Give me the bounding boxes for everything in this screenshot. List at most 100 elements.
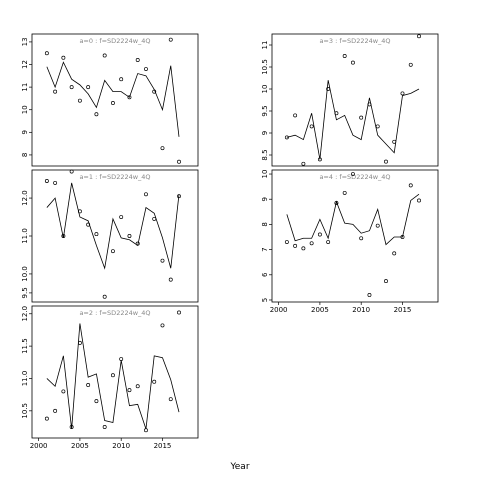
y-tick-label: 10.5 <box>21 403 29 419</box>
data-point <box>342 190 347 195</box>
data-point <box>53 408 58 413</box>
data-point <box>160 258 165 263</box>
y-tick-label: 10 <box>261 170 269 179</box>
data-point <box>152 379 157 384</box>
y-tick-label: 10 <box>21 105 29 114</box>
data-point <box>61 389 66 394</box>
data-point <box>127 234 132 238</box>
y-tick-label: 12.0 <box>21 190 29 206</box>
y-tick-label: 9.5 <box>261 105 269 116</box>
fit-line <box>46 61 180 137</box>
y-tick-label: 5 <box>261 298 269 302</box>
data-point <box>110 249 115 254</box>
data-point <box>69 169 74 174</box>
y-tick-label: 13 <box>21 37 29 46</box>
data-point <box>69 85 74 90</box>
data-point <box>417 34 421 39</box>
y-tick-label: 8.5 <box>261 149 269 160</box>
data-point <box>94 232 99 237</box>
data-point <box>417 198 421 203</box>
y-tick-label: 10 <box>261 85 269 94</box>
data-point <box>375 223 380 228</box>
data-point <box>384 159 388 164</box>
data-point <box>326 240 331 244</box>
data-point <box>135 384 140 389</box>
data-point <box>301 161 306 166</box>
panel: a=1 : f=SD2224w_4Q 9.5 10.0 11.0 12.0 <box>21 169 199 303</box>
data-point <box>144 67 148 71</box>
data-point <box>168 277 173 282</box>
data-point <box>102 53 107 58</box>
data-point <box>309 124 314 129</box>
data-point <box>110 373 115 378</box>
data-point <box>350 172 355 176</box>
panel: a=4 : f=SD2224w_4Q 5 6 7 8 9 10 2000 2005 2010 201… <box>261 169 439 314</box>
x-tick-label: 2005 <box>71 442 89 450</box>
data-point <box>119 215 124 219</box>
data-point <box>119 357 124 362</box>
data-point <box>135 58 140 62</box>
panel-frame <box>271 33 439 167</box>
data-point <box>77 98 82 103</box>
data-point <box>86 382 91 387</box>
data-point <box>44 179 49 183</box>
data-point <box>110 100 115 105</box>
y-tick-label: 8 <box>21 153 29 157</box>
data-point <box>127 388 132 393</box>
panel-title: a=0 : f=SD2224w_4Q <box>79 37 150 45</box>
data-point <box>44 416 49 421</box>
data-point <box>53 180 58 185</box>
data-point <box>309 241 314 246</box>
fit-line <box>46 323 180 430</box>
y-tick-label: 9.5 <box>21 287 29 298</box>
data-point <box>384 279 388 284</box>
x-tick-label: 2000 <box>30 442 48 450</box>
x-tick-label: 2010 <box>352 306 370 314</box>
data-point <box>392 251 397 256</box>
data-point <box>177 310 181 315</box>
x-tick-label: 2015 <box>394 306 412 314</box>
data-point <box>284 135 289 140</box>
y-tick-label: 11.5 <box>21 338 29 354</box>
y-tick-label: 8 <box>261 222 269 226</box>
data-point <box>408 183 413 188</box>
data-point <box>359 115 364 120</box>
x-tick-label: 2000 <box>270 306 288 314</box>
panel: a=2 : f=SD2224w_4Q 10.5 11.0 11.5 12.0 2000 20… <box>21 305 199 450</box>
data-point <box>400 91 405 96</box>
panel: a=3 : f=SD2224w_4Q 8.5 9 9.5 10 10.5 11 <box>261 33 439 167</box>
data-point <box>375 124 380 129</box>
data-point <box>119 77 124 82</box>
data-point <box>61 55 66 60</box>
data-point <box>160 323 165 328</box>
data-point <box>86 85 91 90</box>
data-point <box>359 236 364 241</box>
fit-line <box>286 193 420 246</box>
y-tick-label: 12.0 <box>21 306 29 322</box>
data-point <box>367 292 372 297</box>
panel: a=0 : f=SD2224w_4Q 8 9 10 11 12 13 <box>21 33 199 167</box>
panel-frame <box>31 305 199 439</box>
panel-title: a=3 : f=SD2224w_4Q <box>319 37 390 45</box>
y-tick-label: 11.0 <box>21 371 29 387</box>
data-point <box>168 37 173 42</box>
data-point <box>177 159 181 164</box>
data-point <box>102 294 107 299</box>
data-point <box>94 112 99 117</box>
y-tick-label: 9 <box>21 130 29 134</box>
data-point <box>144 428 148 433</box>
x-tick-label: 2015 <box>154 442 172 450</box>
data-point <box>293 113 298 118</box>
x-axis-label: Year <box>229 462 249 472</box>
x-tick-label: 2005 <box>311 306 329 314</box>
y-tick-label: 11 <box>21 83 29 92</box>
y-tick-label: 7 <box>261 247 269 251</box>
y-tick-label: 10.5 <box>261 59 269 75</box>
data-point <box>350 60 355 65</box>
data-point <box>342 54 347 58</box>
y-tick-label: 11.0 <box>21 228 29 244</box>
x-tick-label: 2010 <box>112 442 130 450</box>
data-point <box>168 397 173 402</box>
panel-frame <box>271 169 439 303</box>
